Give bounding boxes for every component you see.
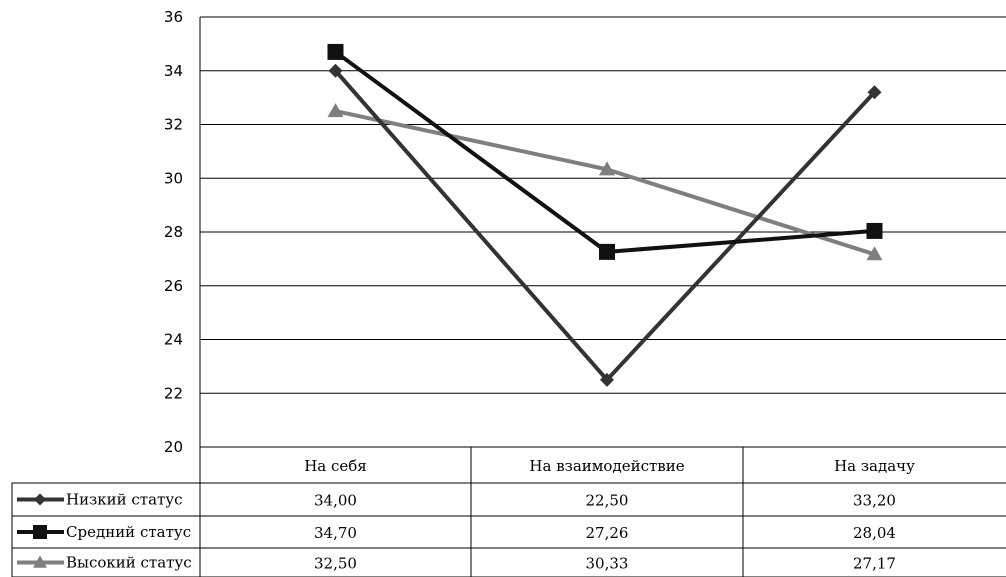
series-1: [327, 43, 883, 260]
data-value: 33,20: [853, 492, 896, 510]
category-label: На взаимодействие: [529, 457, 684, 475]
data-value: 34,70: [314, 524, 357, 542]
y-tick-label: 32: [164, 116, 183, 134]
data-table: На себя На взаимодействие На задачу Низкий …: [11, 447, 1006, 577]
data-point: [327, 103, 344, 118]
y-tick-label: 22: [164, 384, 183, 402]
data-value: 34,00: [314, 492, 357, 510]
data-value: 30,33: [586, 555, 629, 573]
data-value: 22,50: [586, 492, 629, 510]
data-point: [600, 372, 614, 387]
legend-key-marker: [33, 525, 47, 539]
y-tick-label: 20: [164, 438, 183, 456]
data-point: [866, 222, 883, 239]
legend-label: Высокий статус: [66, 554, 192, 572]
y-axis: 20 22 24 26 28 30 32 34 36: [164, 8, 201, 456]
series-lines: [327, 43, 883, 387]
category-label: На задачу: [834, 457, 915, 475]
category-label: На себя: [304, 457, 367, 475]
y-tick-label: 34: [164, 62, 183, 80]
y-tick-label: 36: [164, 8, 183, 26]
data-point: [866, 246, 883, 261]
y-tick-label: 24: [164, 331, 183, 349]
data-point: [327, 43, 344, 60]
data-value: 28,04: [853, 524, 896, 542]
series-2: [327, 103, 883, 261]
data-point: [599, 243, 615, 260]
series-line: [333, 69, 876, 382]
y-tick-label: 26: [164, 277, 183, 295]
y-tick-label: 30: [164, 169, 183, 187]
data-value: 32,50: [314, 555, 357, 573]
data-point: [867, 85, 882, 100]
legend-key-marker: [33, 555, 47, 568]
gridlines: [200, 16, 1006, 448]
series-line: [335, 109, 876, 257]
data-point: [599, 161, 615, 176]
data-value: 27,26: [586, 524, 629, 542]
legend-label: Средний статус: [66, 523, 191, 541]
data-value: 27,17: [853, 555, 896, 573]
series-line: [334, 50, 875, 254]
legend-label: Низкий статус: [66, 491, 183, 509]
series-0: [328, 63, 882, 387]
legend-key-marker: [34, 493, 46, 506]
data-point: [328, 63, 343, 78]
y-tick-label: 28: [164, 223, 183, 241]
